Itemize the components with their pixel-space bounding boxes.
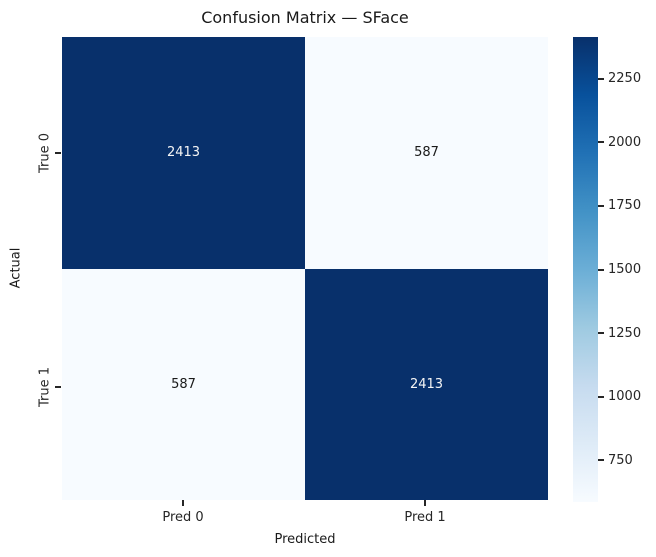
colorbar-tick-mark <box>598 459 604 462</box>
cell-true1-pred0: 587 <box>62 268 305 500</box>
x-tick-label-pred1: Pred 1 <box>404 510 446 525</box>
colorbar-tick-mark <box>598 204 604 207</box>
y-tick-label-true0: True 0 <box>37 132 53 174</box>
y-axis-label: Actual <box>8 247 24 289</box>
colorbar-tick-label: 1000 <box>608 389 642 405</box>
colorbar-tick-mark <box>598 395 604 398</box>
colorbar-tick-label: 2250 <box>608 71 642 86</box>
y-tick-mark-true0 <box>55 152 61 154</box>
chart-title: Confusion Matrix — SFace <box>201 8 409 27</box>
colorbar-tick-label: 1500 <box>608 262 642 277</box>
x-tick-mark-pred0 <box>182 500 184 506</box>
colorbar-tick-mark <box>598 332 604 335</box>
x-axis-label: Predicted <box>274 532 336 547</box>
heatmap-grid: 2413 587 587 2413 <box>62 37 548 500</box>
colorbar-tick-mark <box>598 77 604 80</box>
cell-true0-pred1: 587 <box>305 37 548 269</box>
colorbar-tick-mark <box>598 268 604 271</box>
cell-true0-pred0: 2413 <box>62 37 305 269</box>
cell-true1-pred1: 2413 <box>305 268 548 500</box>
colorbar-ticks: 2250 2000 1750 1500 1250 1000 750 <box>598 37 656 502</box>
colorbar-tick-label: 750 <box>608 452 633 468</box>
colorbar-tick-label: 1750 <box>608 198 642 214</box>
y-tick-label-true1: True 1 <box>37 366 53 408</box>
y-tick-mark-true1 <box>55 386 61 388</box>
colorbar-tick-label: 1250 <box>608 325 642 341</box>
colorbar-tick-mark <box>598 141 604 144</box>
colorbar-gradient <box>573 37 598 502</box>
x-tick-label-pred0: Pred 0 <box>162 510 204 525</box>
x-tick-mark-pred1 <box>424 500 426 506</box>
colorbar-tick-label: 2000 <box>608 134 642 150</box>
